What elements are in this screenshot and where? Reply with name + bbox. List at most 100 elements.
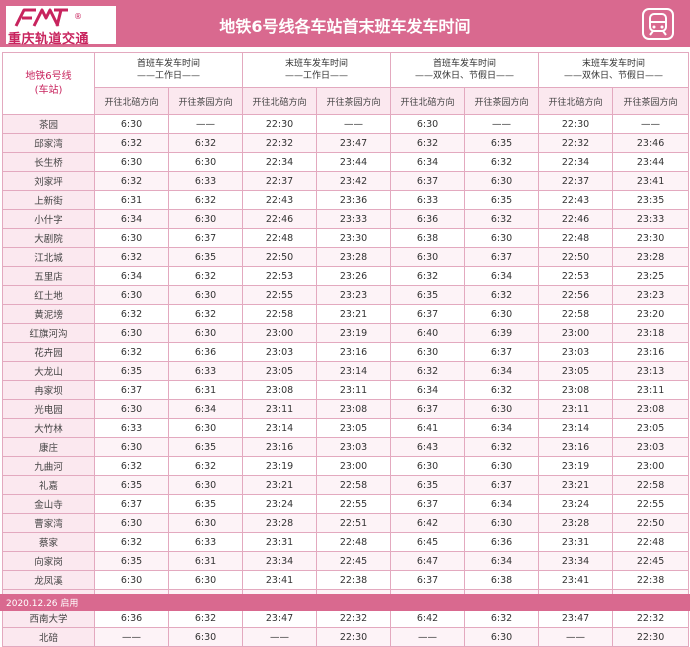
table-row: 冉家坝 6:37 6:31 23:08 23:11 6:34 6:32 23:08 23:11 [2, 380, 690, 400]
time-cell: 6:32 [94, 247, 169, 267]
time-cell: 6:37 [390, 171, 466, 191]
station-label: (车站) [34, 84, 63, 96]
station-name: 长生桥 [2, 152, 95, 172]
timetable-body: 茶园 6:30 —— 22:30 —— 6:30 —— 22:30 —— 邱家湾 6:32 6:32 2… [2, 114, 690, 647]
time-cell: 23:34 [538, 551, 614, 571]
time-cell: 6:41 [390, 418, 466, 438]
table-row: 茶园 6:30 —— 22:30 —— 6:30 —— 22:30 —— [2, 114, 690, 134]
table-row: 黄泥塝 6:32 6:32 22:58 23:21 6:37 6:30 22:58 23:20 [2, 304, 690, 324]
table-row: 长生桥 6:30 6:30 22:34 23:44 6:34 6:32 22:34 23:44 [2, 152, 690, 172]
table-row: 江北城 6:32 6:35 22:50 23:28 6:30 6:37 22:50 23:28 [2, 247, 690, 267]
time-cell: 6:33 [94, 418, 169, 438]
time-cell: 23:28 [612, 247, 690, 267]
time-cell: 6:35 [390, 285, 466, 305]
time-cell: 6:36 [464, 532, 540, 552]
time-cell: 6:37 [390, 570, 466, 590]
header-bar: ® 重庆轨道交通 地铁6号线各车站首末班车发车时间 [0, 0, 690, 47]
time-cell: 6:34 [94, 209, 169, 229]
time-cell: 6:34 [464, 494, 540, 514]
time-cell: 23:16 [612, 342, 690, 362]
time-cell: 6:35 [464, 190, 540, 210]
time-cell: 23:28 [538, 513, 614, 533]
station-name: 红旗河沟 [2, 323, 95, 343]
group-title: 末班车发车时间 [582, 59, 646, 69]
time-cell: 6:30 [464, 228, 540, 248]
table-row: 九曲河 6:32 6:32 23:19 23:00 6:30 6:30 23:19 23:00 [2, 456, 690, 476]
group-header: 首班车发车时间 ——双休日、节假日—— [390, 52, 540, 88]
table-row: 金山寺 6:37 6:35 23:24 22:55 6:37 6:34 23:24 22:55 [2, 494, 690, 514]
time-cell: 6:31 [167, 551, 244, 571]
time-cell: 22:58 [538, 304, 614, 324]
time-cell: 6:32 [464, 285, 540, 305]
time-cell: 6:35 [94, 361, 169, 381]
group-header: 首班车发车时间 ——工作日—— [93, 52, 244, 88]
time-cell: 23:00 [612, 456, 690, 476]
time-cell: 23:11 [316, 380, 392, 400]
time-cell: 6:32 [390, 361, 466, 381]
group-subtitle: ——工作日—— [137, 71, 201, 81]
group-header: 末班车发车时间 ——双休日、节假日—— [538, 52, 690, 88]
time-cell: 22:50 [612, 513, 690, 533]
station-name: 冉家坝 [2, 380, 95, 400]
time-cell: 22:55 [612, 494, 690, 514]
station-name: 龙凤溪 [2, 570, 95, 590]
direction-header-chayuan: 开往茶园方向 [167, 87, 244, 115]
station-name: 康庄 [2, 437, 95, 457]
time-cell: 6:30 [94, 570, 169, 590]
time-cell: 22:32 [538, 133, 614, 153]
time-cell: 23:31 [242, 532, 318, 552]
time-cell: 6:35 [464, 133, 540, 153]
time-cell: 6:30 [464, 304, 540, 324]
time-cell: 6:34 [464, 266, 540, 286]
time-cell: 6:32 [390, 133, 466, 153]
time-cell: 6:30 [390, 456, 466, 476]
time-cell: —— [316, 114, 392, 134]
time-cell: 6:33 [167, 532, 244, 552]
brand-logo: ® 重庆轨道交通 [6, 6, 116, 47]
time-cell: 6:30 [94, 285, 169, 305]
time-cell: —— [242, 627, 318, 647]
time-cell: 6:38 [390, 228, 466, 248]
time-cell: 23:23 [316, 285, 392, 305]
time-cell: 22:34 [242, 152, 318, 172]
time-cell: 23:41 [538, 570, 614, 590]
time-cell: 6:34 [167, 399, 244, 419]
time-cell: 6:32 [94, 171, 169, 191]
time-cell: 6:30 [464, 171, 540, 191]
time-cell: 6:32 [94, 456, 169, 476]
time-cell: 23:16 [242, 437, 318, 457]
time-cell: 6:30 [464, 456, 540, 476]
time-cell: 22:50 [242, 247, 318, 267]
group-title: 首班车发车时间 [433, 59, 497, 69]
table-row: 花卉园 6:32 6:36 23:03 23:16 6:30 6:37 23:03 23:16 [2, 342, 690, 362]
time-cell: 22:38 [316, 570, 392, 590]
station-name: 江北城 [2, 247, 95, 267]
time-cell: 6:37 [464, 475, 540, 495]
time-cell: 6:30 [167, 570, 244, 590]
group-subtitle: ——双休日、节假日—— [415, 71, 515, 81]
time-cell: 22:48 [538, 228, 614, 248]
time-cell: 6:30 [464, 399, 540, 419]
time-cell: 22:48 [242, 228, 318, 248]
time-cell: 22:53 [538, 266, 614, 286]
time-cell: 23:03 [316, 437, 392, 457]
time-cell: 6:35 [167, 494, 244, 514]
time-cell: 22:58 [316, 475, 392, 495]
time-cell: 23:41 [612, 171, 690, 191]
station-name: 五里店 [2, 266, 95, 286]
station-name: 大竹林 [2, 418, 95, 438]
time-cell: 6:34 [390, 380, 466, 400]
time-cell: 22:48 [316, 532, 392, 552]
direction-header-chayuan: 开往茶园方向 [316, 87, 392, 115]
table-row: 北碚 —— 6:30 —— 22:30 —— 6:30 —— 22:30 [2, 627, 690, 647]
direction-header-chayuan: 开往茶园方向 [612, 87, 690, 115]
group-subtitle: ——双休日、节假日—— [564, 71, 664, 81]
time-cell: 23:26 [316, 266, 392, 286]
time-cell: 22:55 [316, 494, 392, 514]
time-cell: 23:36 [316, 190, 392, 210]
station-name: 西南大学 [2, 608, 95, 628]
station-name: 小什字 [2, 209, 95, 229]
time-cell: 23:03 [538, 342, 614, 362]
time-cell: 23:03 [242, 342, 318, 362]
time-cell: 22:38 [612, 570, 690, 590]
